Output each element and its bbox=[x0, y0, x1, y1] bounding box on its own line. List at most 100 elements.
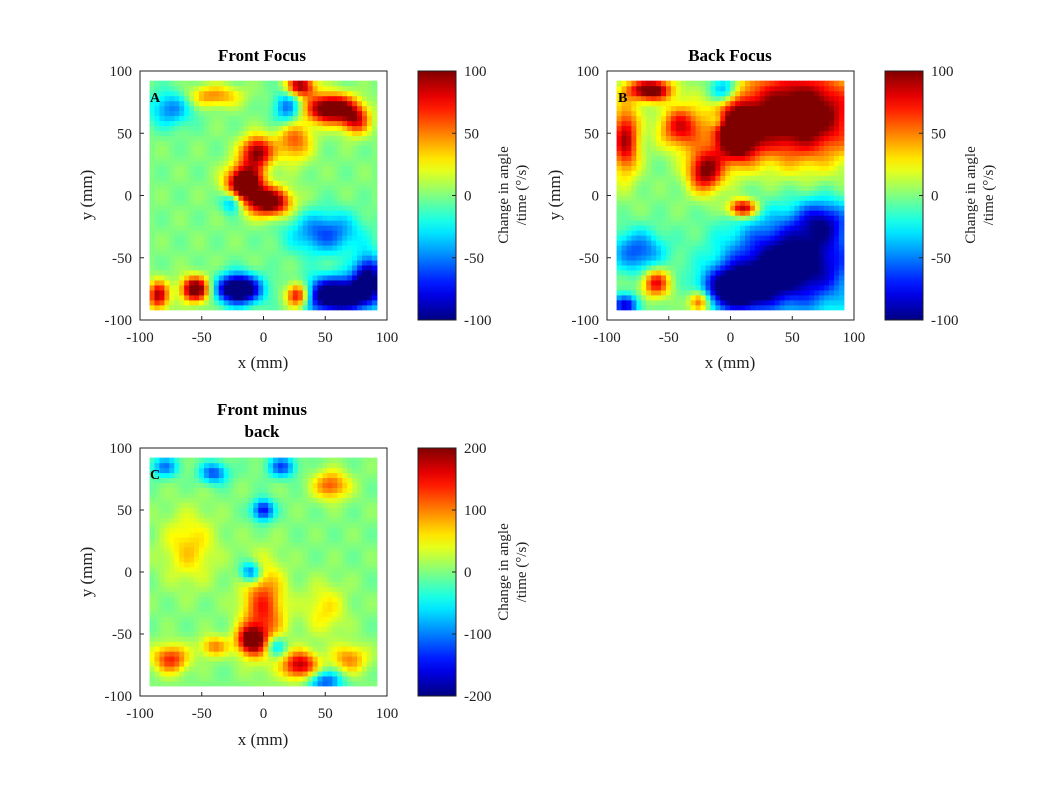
heatmap-cell bbox=[799, 135, 805, 142]
heatmap-cell bbox=[366, 215, 373, 221]
heatmap-cell bbox=[233, 249, 240, 256]
heatmap-cell bbox=[243, 90, 249, 97]
heatmap-cell bbox=[184, 616, 190, 622]
heatmap-cell bbox=[174, 110, 180, 117]
heatmap-cell bbox=[248, 660, 254, 667]
heatmap-cell bbox=[804, 220, 810, 226]
heatmap-cell bbox=[670, 185, 677, 191]
heatmap-cell bbox=[735, 284, 741, 291]
heatmap-cell bbox=[213, 641, 220, 647]
heatmap-cell bbox=[292, 230, 299, 236]
heatmap-cell bbox=[665, 205, 672, 211]
heatmap-cell bbox=[292, 304, 299, 311]
heatmap-cell bbox=[784, 150, 791, 156]
heatmap-cell bbox=[352, 660, 358, 667]
heatmap-cell bbox=[208, 621, 215, 627]
heatmap-cell bbox=[745, 170, 751, 176]
heatmap-cell bbox=[651, 130, 657, 137]
heatmap-cell bbox=[626, 180, 632, 186]
heatmap-cell bbox=[302, 135, 309, 142]
heatmap-cell bbox=[337, 651, 343, 657]
heatmap-cell bbox=[715, 110, 721, 117]
heatmap-cell bbox=[248, 641, 254, 647]
heatmap-cell bbox=[322, 646, 329, 652]
heatmap-cell bbox=[357, 190, 363, 196]
heatmap-cell bbox=[705, 264, 712, 271]
heatmap-cell bbox=[312, 636, 319, 642]
heatmap-cell bbox=[218, 175, 225, 181]
heatmap-cell bbox=[636, 140, 642, 146]
heatmap-cell bbox=[357, 225, 363, 231]
heatmap-cell bbox=[332, 289, 338, 296]
heatmap-cell bbox=[154, 641, 161, 647]
heatmap-cell bbox=[213, 195, 220, 201]
heatmap-cell bbox=[263, 110, 269, 117]
heatmap-cell bbox=[641, 125, 647, 132]
heatmap-cell bbox=[690, 210, 697, 216]
heatmap-cell bbox=[278, 616, 284, 622]
heatmap-cell bbox=[366, 675, 373, 682]
heatmap-cell bbox=[809, 125, 815, 132]
heatmap-cell bbox=[238, 636, 245, 642]
heatmap-cell bbox=[347, 90, 353, 97]
heatmap-cell bbox=[322, 135, 329, 142]
heatmap-cell bbox=[169, 195, 175, 201]
heatmap-cell bbox=[218, 165, 225, 171]
heatmap-cell bbox=[725, 115, 731, 122]
heatmap-cell bbox=[287, 130, 294, 137]
heatmap-cell bbox=[243, 175, 249, 181]
heatmap-cell bbox=[218, 656, 225, 662]
heatmap-cell bbox=[371, 289, 378, 296]
heatmap-cell bbox=[302, 616, 309, 622]
heatmap-cell bbox=[764, 140, 771, 146]
heatmap-cell bbox=[159, 235, 165, 241]
heatmap-cell bbox=[720, 175, 726, 181]
heatmap-cell bbox=[829, 110, 835, 117]
heatmap-cell bbox=[735, 225, 741, 231]
heatmap-cell bbox=[312, 225, 319, 231]
heatmap-cell bbox=[248, 294, 254, 301]
heatmap-cell bbox=[312, 294, 319, 301]
heatmap-cell bbox=[342, 105, 348, 112]
heatmap-cell bbox=[362, 160, 368, 166]
heatmap-cell bbox=[233, 155, 240, 161]
heatmap-cell bbox=[253, 160, 259, 166]
heatmap-cell bbox=[680, 235, 687, 241]
heatmap-cell bbox=[297, 665, 304, 672]
heatmap-cell bbox=[312, 660, 319, 667]
heatmap-cell bbox=[302, 80, 309, 87]
heatmap-cell bbox=[218, 304, 225, 311]
heatmap-cell bbox=[789, 264, 796, 271]
heatmap-cell bbox=[366, 294, 373, 301]
heatmap-cell bbox=[223, 210, 230, 216]
heatmap-cell bbox=[253, 155, 259, 161]
heatmap-cell bbox=[675, 145, 682, 151]
heatmap-cell bbox=[268, 274, 274, 281]
heatmap-cell bbox=[366, 145, 373, 151]
heatmap-cell bbox=[636, 304, 642, 311]
heatmap-cell bbox=[651, 150, 657, 156]
heatmap-cell bbox=[833, 274, 840, 281]
heatmap-cell bbox=[194, 611, 200, 617]
heatmap-cell bbox=[154, 264, 161, 271]
heatmap-cell bbox=[789, 150, 796, 156]
heatmap-cell bbox=[730, 130, 736, 137]
heatmap-cell bbox=[754, 269, 761, 276]
heatmap-cell bbox=[641, 259, 647, 266]
heatmap-cell bbox=[824, 235, 830, 241]
heatmap-cell bbox=[804, 259, 810, 266]
heatmap-cell bbox=[258, 304, 264, 311]
heatmap-cell bbox=[189, 120, 195, 127]
heatmap-cell bbox=[317, 651, 324, 657]
heatmap-cell bbox=[833, 284, 840, 291]
heatmap-cell bbox=[194, 145, 200, 151]
heatmap-cell bbox=[218, 205, 225, 211]
heatmap-cell bbox=[263, 621, 269, 627]
heatmap-cell bbox=[670, 125, 677, 132]
heatmap-cell bbox=[228, 185, 235, 191]
heatmap-cell bbox=[366, 304, 373, 311]
heatmap-cell bbox=[228, 245, 235, 251]
heatmap-cell bbox=[312, 641, 319, 647]
heatmap-cell bbox=[656, 190, 662, 196]
heatmap-cell bbox=[730, 105, 736, 112]
